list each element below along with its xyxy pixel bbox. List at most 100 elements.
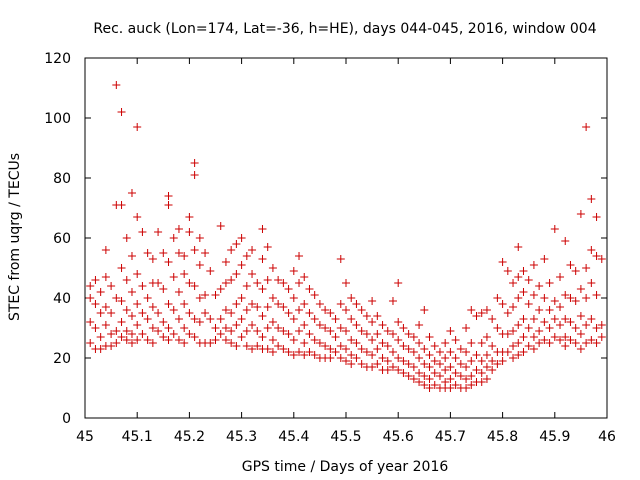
chart-title: Rec. auck (Lon=174, Lat=-36, h=HE), days… <box>93 21 596 37</box>
data-point <box>336 342 345 350</box>
data-point <box>388 348 397 356</box>
x-tick-label: 45.7 <box>435 429 466 445</box>
data-point <box>425 384 434 392</box>
x-tick-label: 45.9 <box>539 429 570 445</box>
data-point <box>368 297 377 305</box>
data-point <box>263 276 272 284</box>
data-point <box>498 357 507 365</box>
data-point <box>576 285 585 293</box>
data-point <box>472 312 481 320</box>
data-point <box>180 324 189 332</box>
data-point <box>305 285 314 293</box>
data-point <box>435 372 444 380</box>
data-point <box>242 252 251 260</box>
data-point <box>441 354 450 362</box>
data-point <box>462 363 471 371</box>
data-point <box>509 303 518 311</box>
data-point <box>190 282 199 290</box>
data-point <box>488 366 497 374</box>
data-point <box>488 342 497 350</box>
data-point <box>201 249 210 257</box>
data-point <box>133 300 142 308</box>
data-point <box>550 315 559 323</box>
data-point <box>315 300 324 308</box>
data-point <box>357 327 366 335</box>
data-point <box>576 210 585 218</box>
data-point <box>352 339 361 347</box>
data-point <box>373 345 382 353</box>
data-point <box>514 321 523 329</box>
data-point <box>415 321 424 329</box>
data-point <box>514 243 523 251</box>
data-point <box>342 327 350 335</box>
data-point <box>561 342 570 350</box>
data-point <box>550 225 559 233</box>
data-point <box>441 339 450 347</box>
data-point <box>305 309 314 317</box>
data-point <box>331 348 340 356</box>
data-point <box>227 276 236 284</box>
data-point <box>268 336 277 344</box>
data-point <box>96 345 105 353</box>
x-tick-label: 45.8 <box>487 429 518 445</box>
y-tick-label: 40 <box>53 291 71 307</box>
data-point <box>331 333 340 341</box>
data-point <box>263 345 272 353</box>
data-point <box>107 330 116 338</box>
data-point <box>394 318 403 326</box>
data-point <box>529 261 538 269</box>
data-point <box>336 255 345 263</box>
data-point <box>441 366 450 374</box>
data-point <box>556 336 565 344</box>
data-point <box>315 321 324 329</box>
data-point <box>190 333 199 341</box>
data-point <box>237 261 246 269</box>
data-point <box>122 306 131 314</box>
data-point <box>545 324 554 332</box>
data-point <box>503 330 512 338</box>
data-point <box>190 315 199 323</box>
data-point <box>91 324 100 332</box>
data-point <box>190 171 199 179</box>
data-point <box>415 339 424 347</box>
x-tick-label: 45.5 <box>330 429 361 445</box>
data-point <box>498 300 507 308</box>
x-tick-label: 46 <box>598 429 616 445</box>
data-point <box>112 81 121 89</box>
data-point <box>159 318 168 326</box>
data-point <box>159 285 168 293</box>
data-point <box>509 354 518 362</box>
data-point <box>597 333 606 341</box>
data-point <box>498 258 507 266</box>
data-point <box>561 315 570 323</box>
data-point <box>310 315 319 323</box>
data-point <box>143 336 152 344</box>
data-point <box>571 324 580 332</box>
data-point <box>91 276 100 284</box>
data-point <box>342 279 350 287</box>
data-point <box>378 321 387 329</box>
data-point <box>383 342 392 350</box>
data-point <box>576 345 585 353</box>
data-point <box>180 300 189 308</box>
data-point <box>456 372 465 380</box>
data-point <box>399 369 408 377</box>
data-point <box>127 339 136 347</box>
data-point <box>300 339 309 347</box>
data-point <box>456 345 465 353</box>
data-point <box>446 384 455 392</box>
data-point <box>295 348 304 356</box>
data-point <box>482 363 491 371</box>
data-point <box>274 276 283 284</box>
data-point <box>373 360 382 368</box>
data-point <box>206 315 215 323</box>
data-point <box>185 213 194 221</box>
data-point <box>295 306 304 314</box>
data-point <box>180 339 189 347</box>
data-point <box>347 336 356 344</box>
data-point <box>237 294 246 302</box>
data-point <box>248 270 257 278</box>
data-point <box>289 267 298 275</box>
data-point <box>430 357 439 365</box>
data-point <box>362 330 371 338</box>
